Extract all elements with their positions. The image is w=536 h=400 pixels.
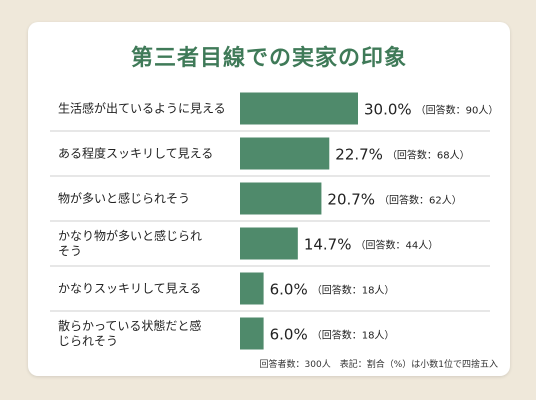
bar-chart: 生活感が出ているように見える 30.0% （回答数：90人） ある程度スッキリして見え… <box>50 92 499 350</box>
category-label: そう <box>58 244 82 258</box>
category-label: 散らかっている状態だと感 <box>58 318 201 333</box>
count-label: （回答数：18人） <box>312 329 395 342</box>
value-label: 6.0% <box>270 281 308 299</box>
value-label: 6.0% <box>270 326 308 344</box>
category-label: ある程度スッキリして見える <box>58 146 213 161</box>
footnote: 回答者数：300人 表記：割合（%）は小数1位で四捨五入 <box>259 360 498 370</box>
chart-title: 第三者目線での実家の印象 <box>130 46 407 71</box>
category-label: 物が多いと感じられそう <box>58 191 190 206</box>
count-label: （回答数：90人） <box>416 104 499 117</box>
value-label: 22.7% <box>335 146 383 164</box>
value-label: 30.0% <box>364 101 412 119</box>
value-label: 20.7% <box>327 191 375 209</box>
category-label: かなりスッキリして見える <box>58 282 201 296</box>
count-label: （回答数：18人） <box>312 284 395 297</box>
bar <box>240 182 322 215</box>
category-label: かなり物が多いと感じられ <box>58 228 202 243</box>
count-label: （回答数：68人） <box>387 149 470 162</box>
count-label: （回答数：44人） <box>355 239 438 252</box>
category-label: じられそう <box>58 334 118 348</box>
value-label: 14.7% <box>304 236 352 254</box>
bar <box>240 137 330 170</box>
count-label: （回答数：62人） <box>379 194 462 207</box>
bar <box>240 317 264 350</box>
chart-card: 第三者目線での実家の印象 生活感が出ているように見える 30.0% （回答数：90人… <box>28 22 510 376</box>
bar <box>240 92 358 125</box>
bar <box>240 272 264 305</box>
category-label: 生活感が出ているように見える <box>58 101 226 116</box>
bar <box>240 227 298 260</box>
